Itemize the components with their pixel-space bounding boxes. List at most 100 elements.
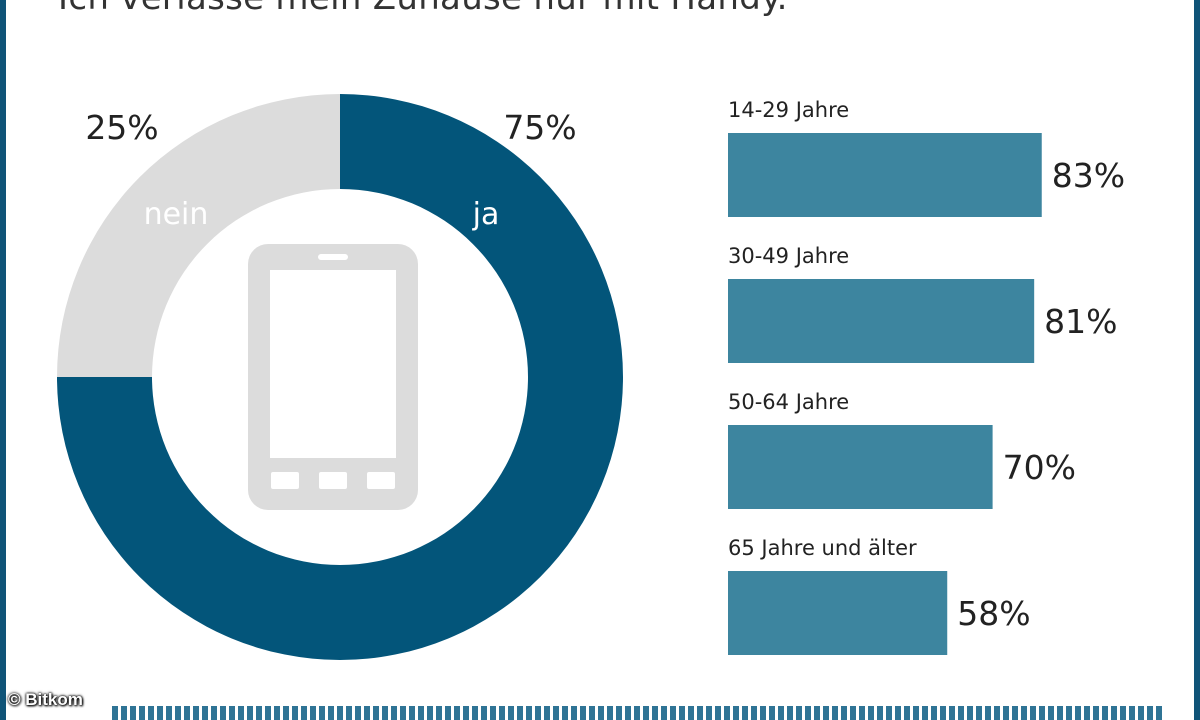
bar-category-label: 50-64 Jahre xyxy=(728,390,849,414)
stripe-bar xyxy=(310,706,316,720)
donut-chart: ja 75% nein 25% xyxy=(57,94,623,660)
bar-value-label: 58% xyxy=(957,594,1030,633)
stripe-bar xyxy=(1147,706,1153,720)
stripe-bar xyxy=(1021,706,1027,720)
stripe-bar xyxy=(562,706,568,720)
stripe-bar xyxy=(1093,706,1099,720)
stripe-bar xyxy=(868,706,874,720)
stripe-bar xyxy=(553,706,559,720)
stripe-bar xyxy=(166,706,172,720)
phone-screen xyxy=(270,270,396,458)
stripe-bar xyxy=(787,706,793,720)
frame-right-border xyxy=(1194,0,1200,720)
stripe-bar xyxy=(733,706,739,720)
bottom-stripe-pattern xyxy=(112,706,1162,720)
stripe-bar xyxy=(814,706,820,720)
stripe-bar xyxy=(337,706,343,720)
stripe-bar xyxy=(193,706,199,720)
donut-value-nein: 25% xyxy=(85,108,158,147)
stripe-bar xyxy=(796,706,802,720)
stripe-bar xyxy=(634,706,640,720)
stripe-bar xyxy=(382,706,388,720)
stripe-bar xyxy=(238,706,244,720)
stripe-bar xyxy=(184,706,190,720)
stripe-bar xyxy=(1075,706,1081,720)
stripe-bar xyxy=(886,706,892,720)
stripe-bar xyxy=(1003,706,1009,720)
stripe-bar xyxy=(436,706,442,720)
stripe-bar xyxy=(130,706,136,720)
stripe-bar xyxy=(355,706,361,720)
stripe-bar xyxy=(949,706,955,720)
stripe-bar xyxy=(499,706,505,720)
stripe-bar xyxy=(229,706,235,720)
stripe-bar xyxy=(1012,706,1018,720)
stripe-bar xyxy=(1138,706,1144,720)
stripe-bar xyxy=(508,706,514,720)
stripe-bar xyxy=(715,706,721,720)
stripe-bar xyxy=(877,706,883,720)
stripe-bar xyxy=(328,706,334,720)
stripe-bar xyxy=(409,706,415,720)
phone-button-left xyxy=(271,472,299,489)
stripe-bar xyxy=(832,706,838,720)
stripe-bar xyxy=(904,706,910,720)
stripe-bar xyxy=(517,706,523,720)
donut-slice-nein xyxy=(57,94,340,377)
stripe-bar xyxy=(958,706,964,720)
stripe-bar xyxy=(751,706,757,720)
stripe-bar xyxy=(490,706,496,720)
bar-3 xyxy=(728,425,993,509)
stripe-bar xyxy=(769,706,775,720)
age-bar-chart: 14-29 Jahre 83% 30-49 Jahre 81% 50-64 Jahre 7… xyxy=(728,98,1125,655)
stripe-bar xyxy=(688,706,694,720)
stripe-bar xyxy=(1057,706,1063,720)
stripe-bar xyxy=(1039,706,1045,720)
stripe-bar xyxy=(967,706,973,720)
stripe-bar xyxy=(463,706,469,720)
stripe-bar xyxy=(472,706,478,720)
chart-header-sentence: Ich verlasse mein Zuhause nur mit Handy. xyxy=(58,0,788,18)
bar-1 xyxy=(728,133,1042,217)
stripe-bar xyxy=(427,706,433,720)
stripe-bar xyxy=(823,706,829,720)
stripe-bar xyxy=(895,706,901,720)
stripe-bar xyxy=(148,706,154,720)
stripe-bar xyxy=(1129,706,1135,720)
stripe-bar xyxy=(616,706,622,720)
bar-2 xyxy=(728,279,1035,363)
stripe-bar xyxy=(1156,706,1162,720)
stripe-bar xyxy=(598,706,604,720)
donut-label-ja: ja xyxy=(472,197,500,232)
frame-left-border xyxy=(0,0,6,720)
stripe-bar xyxy=(346,706,352,720)
stripe-bar xyxy=(544,706,550,720)
stripe-bar xyxy=(454,706,460,720)
stripe-bar xyxy=(121,706,127,720)
stripe-bar xyxy=(301,706,307,720)
stripe-bar xyxy=(526,706,532,720)
stripe-bar xyxy=(1120,706,1126,720)
stripe-bar xyxy=(679,706,685,720)
stripe-bar xyxy=(922,706,928,720)
stripe-bar xyxy=(1084,706,1090,720)
stripe-bar xyxy=(373,706,379,720)
stripe-bar xyxy=(859,706,865,720)
stripe-bar xyxy=(364,706,370,720)
stripe-bar xyxy=(580,706,586,720)
stripe-bar xyxy=(1102,706,1108,720)
stripe-bar xyxy=(571,706,577,720)
stripe-bar xyxy=(220,706,226,720)
stripe-bar xyxy=(292,706,298,720)
stripe-bar xyxy=(418,706,424,720)
stripe-bar xyxy=(670,706,676,720)
smartphone-icon xyxy=(248,244,418,510)
stripe-bar xyxy=(607,706,613,720)
stripe-bar xyxy=(265,706,271,720)
bar-category-label: 30-49 Jahre xyxy=(728,244,849,268)
phone-button-right xyxy=(367,472,395,489)
stripe-bar xyxy=(778,706,784,720)
stripe-bar xyxy=(589,706,595,720)
stripe-bar xyxy=(400,706,406,720)
